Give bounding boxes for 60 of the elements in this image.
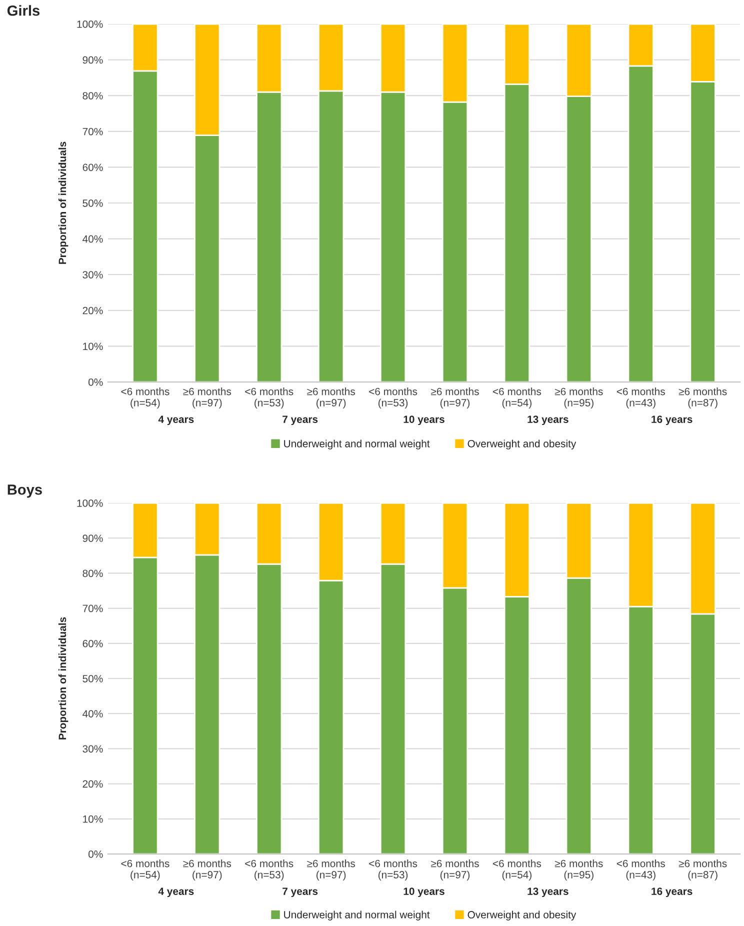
x-tick-label: ≥6 months (n=87) xyxy=(678,860,727,880)
y-tick-label: 40% xyxy=(82,710,103,718)
text: 4 years xyxy=(158,416,194,426)
text: 13 years xyxy=(528,888,568,898)
x-tick-label: ≥6 months (n=97) xyxy=(307,388,355,408)
y-tick-label: 50% xyxy=(82,675,103,682)
legend-label: Overweight and obesity xyxy=(468,910,576,920)
x-tick-label: <6 months (n=43) xyxy=(616,860,665,880)
x-tick-label: <6 months (n=43) xyxy=(616,388,665,408)
text: 13 years xyxy=(528,416,568,426)
y-tick-label: 0% xyxy=(88,378,103,386)
y-tick-label: 40% xyxy=(82,235,103,243)
x-tick-label: ≥6 months (n=97) xyxy=(431,860,479,880)
y-tick-label: 80% xyxy=(82,570,103,578)
y-tick-label: 60% xyxy=(82,164,103,172)
x-tick-label: <6 months (n=53) xyxy=(369,388,418,408)
x-tick-label: <6 months (n=53) xyxy=(245,860,294,880)
legend-label: Underweight and normal weight xyxy=(284,910,430,920)
x-tick-label: ≥6 months (n=97) xyxy=(431,388,479,408)
y-tick-label: 10% xyxy=(83,342,103,350)
y-tick-label: 90% xyxy=(82,56,103,64)
x-tick-label: <6 months (n=54) xyxy=(492,388,542,408)
y-tick-label: 0% xyxy=(88,850,103,858)
x-tick-label: ≥6 months (n=97) xyxy=(183,388,232,408)
y-tick-label: 30% xyxy=(82,271,103,278)
text: 10 years xyxy=(404,888,444,898)
x-tick-label: <6 months (n=53) xyxy=(245,388,294,408)
x-tick-label: <6 months (n=54) xyxy=(492,860,542,880)
y-tick-label: 90% xyxy=(82,534,103,542)
chart-title: Boys xyxy=(8,484,42,498)
text: 10 years xyxy=(404,416,444,426)
text: 7 years xyxy=(282,888,318,898)
x-tick-label: <6 months (n=53) xyxy=(369,860,418,880)
x-tick-label: ≥6 months (n=97) xyxy=(183,860,232,880)
x-tick-label: ≥6 months (n=87) xyxy=(678,388,727,408)
text: 7 years xyxy=(282,416,318,426)
y-tick-label: 10% xyxy=(83,815,103,823)
y-tick-label: 50% xyxy=(82,200,103,207)
chart-title: Girls xyxy=(7,5,40,16)
legend-label: Overweight and obesity xyxy=(468,440,576,450)
x-tick-label: ≥6 months (n=95) xyxy=(554,860,603,880)
text: 16 years xyxy=(652,888,692,898)
x-tick-label: <6 months (n=54) xyxy=(121,388,170,408)
y-tick-label: 100% xyxy=(77,500,103,507)
x-tick-label: ≥6 months (n=97) xyxy=(307,860,355,880)
text: 16 years xyxy=(652,416,692,426)
y-tick-label: 60% xyxy=(82,640,103,648)
y-tick-label: 30% xyxy=(82,745,103,753)
y-tick-label: 70% xyxy=(82,128,103,136)
y-tick-label: 70% xyxy=(82,604,103,612)
y-tick-label: 20% xyxy=(82,780,103,788)
y-tick-label: 100% xyxy=(77,20,103,28)
x-tick-label: <6 months (n=54) xyxy=(121,860,170,880)
y-tick-label: 80% xyxy=(82,92,103,100)
y-tick-label: 20% xyxy=(82,306,103,314)
y-axis-title: Proportion of individuals xyxy=(58,142,68,264)
y-axis-title: Proportion of individuals xyxy=(58,617,68,740)
x-tick-label: ≥6 months (n=95) xyxy=(554,388,603,408)
legend-label: Underweight and normal weight xyxy=(284,440,430,450)
text: 4 years xyxy=(158,888,194,898)
